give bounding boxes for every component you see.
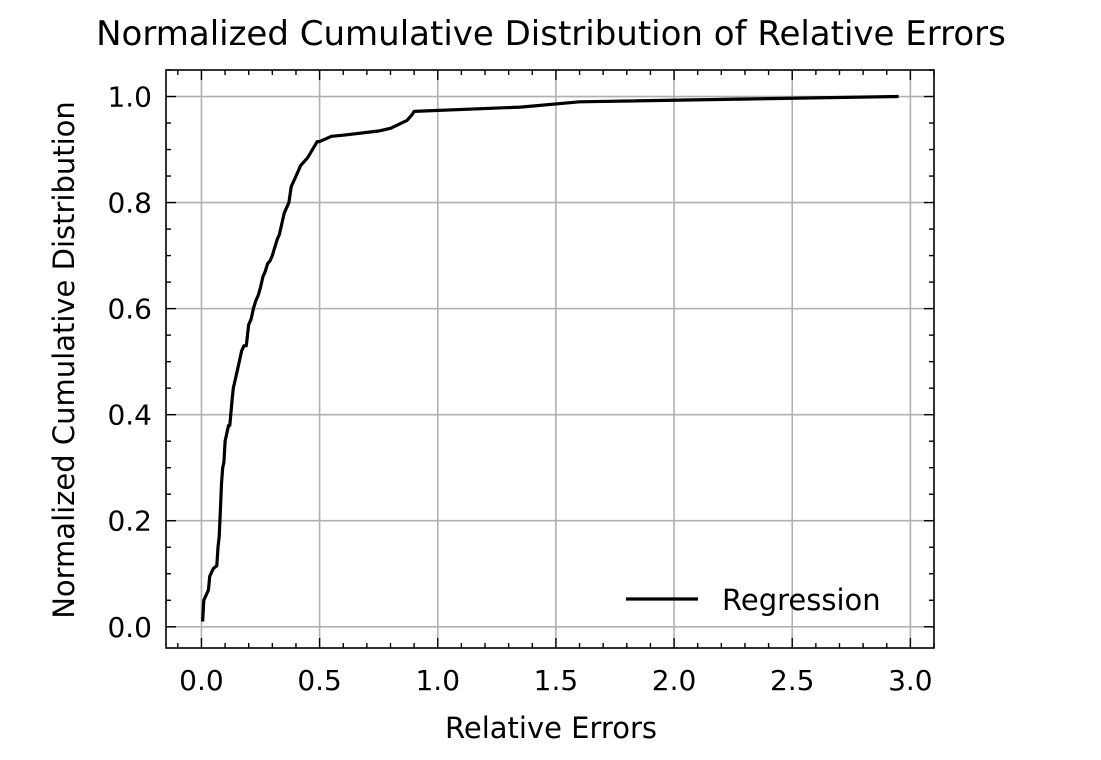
y-axis-label: Normalized Cumulative Distribution: [47, 101, 81, 619]
x-tick-label: 1.0: [415, 664, 460, 697]
x-tick-label: 1.5: [534, 664, 579, 697]
y-tick-label: 1.0: [107, 81, 152, 114]
series-line-regression: [201, 94, 899, 622]
tick-labels: 0.0 0.5 1.0 1.5 2.0 2.5 3.0 0.0 0.2 0.4 0.6 0.8 1.0: [107, 81, 932, 697]
chart-title: Normalized Cumulative Distribution of Re…: [96, 14, 1006, 54]
series-layer: [201, 94, 899, 622]
x-tick-label: 2.5: [770, 664, 815, 697]
x-tick-label: 0.5: [297, 664, 342, 697]
y-tick-label: 0.6: [107, 293, 152, 326]
x-tick-label: 0.0: [179, 664, 224, 697]
plot-area-frame: [165, 69, 935, 649]
y-tick-label: 0.8: [107, 187, 152, 220]
grid: [166, 70, 934, 648]
x-axis-label: Relative Errors: [445, 711, 657, 745]
ticks: [166, 69, 935, 648]
x-tick-label: 2.0: [652, 664, 697, 697]
y-tick-label: 0.4: [107, 399, 152, 432]
x-tick-label: 3.0: [888, 664, 933, 697]
y-tick-label: 0.2: [107, 505, 152, 538]
y-tick-label: 0.0: [107, 611, 152, 644]
legend-label-regression: Regression: [722, 583, 881, 617]
legend: Regression: [626, 583, 881, 617]
